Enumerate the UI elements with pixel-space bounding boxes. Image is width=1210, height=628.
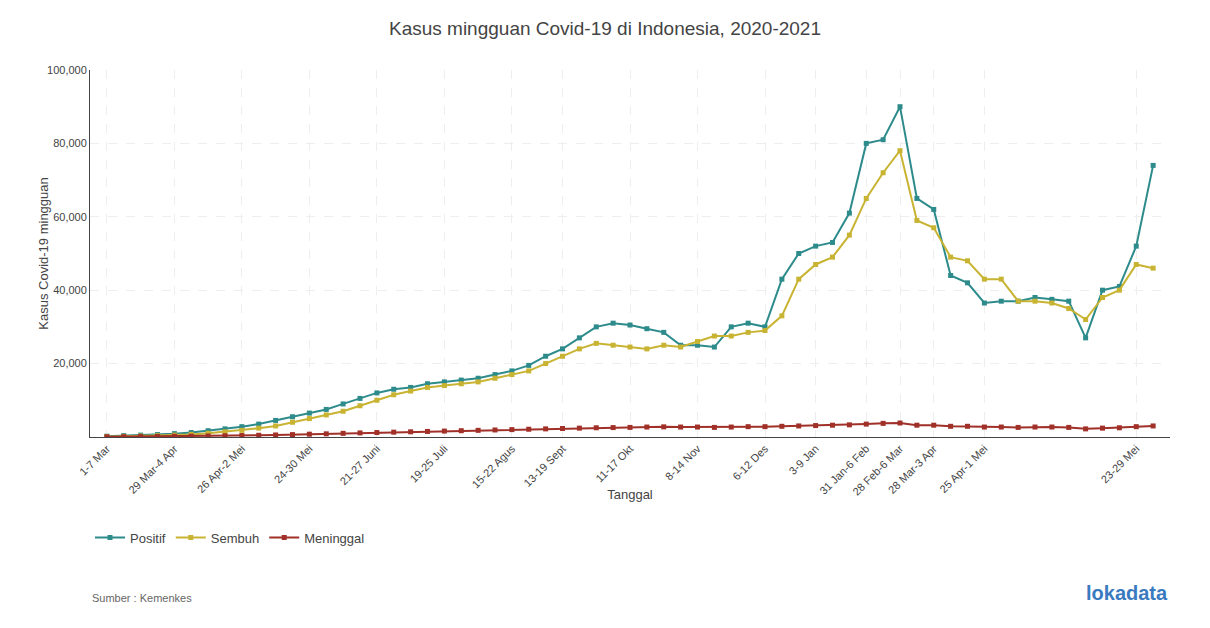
svg-text:Kasus mingguan Covid-19 di Ind: Kasus mingguan Covid-19 di Indonesia, 20… (389, 18, 821, 39)
svg-text:19-25 Juli: 19-25 Juli (407, 442, 449, 484)
svg-text:20,000: 20,000 (53, 357, 87, 369)
svg-text:lokadata: lokadata (1086, 582, 1168, 604)
svg-text:15-22 Agus: 15-22 Agus (469, 442, 517, 490)
svg-text:6-12 Des: 6-12 Des (730, 442, 770, 482)
svg-text:Sumber : Kemenkes: Sumber : Kemenkes (92, 592, 192, 604)
svg-text:100,000: 100,000 (47, 64, 87, 76)
svg-text:31 Jan-6 Feb: 31 Jan-6 Feb (817, 442, 871, 496)
svg-text:8-14 Nov: 8-14 Nov (663, 442, 703, 482)
svg-text:21-27 Juni: 21-27 Juni (337, 442, 382, 487)
svg-text:25 Apr-1 Mei: 25 Apr-1 Mei (937, 442, 990, 495)
svg-text:26 Apr-2 Mei: 26 Apr-2 Mei (195, 442, 248, 495)
svg-text:Kasus Covid-19 mingguan: Kasus Covid-19 mingguan (36, 177, 51, 329)
svg-text:28 Mar-3 Apr: 28 Mar-3 Apr (886, 442, 940, 496)
svg-text:24-30 Mei: 24-30 Mei (272, 442, 315, 485)
svg-text:29 Mar-4 Apr: 29 Mar-4 Apr (126, 442, 180, 496)
svg-text:3-9 Jan: 3-9 Jan (786, 442, 820, 476)
svg-text:Positif: Positif (130, 531, 166, 546)
svg-text:Tanggal: Tanggal (607, 487, 653, 502)
svg-text:80,000: 80,000 (53, 137, 87, 149)
svg-text:40,000: 40,000 (53, 284, 87, 296)
svg-text:Meninggal: Meninggal (304, 531, 364, 546)
svg-text:13-19 Sept: 13-19 Sept (521, 442, 568, 489)
svg-text:23-29 Mei: 23-29 Mei (1098, 442, 1141, 485)
svg-text:60,000: 60,000 (53, 211, 87, 223)
svg-text:28 Feb-6 Mar: 28 Feb-6 Mar (850, 442, 905, 497)
svg-text:Sembuh: Sembuh (211, 531, 259, 546)
svg-text:11-17 Okt: 11-17 Okt (593, 442, 635, 484)
svg-text:1-7 Mar: 1-7 Mar (77, 442, 113, 478)
